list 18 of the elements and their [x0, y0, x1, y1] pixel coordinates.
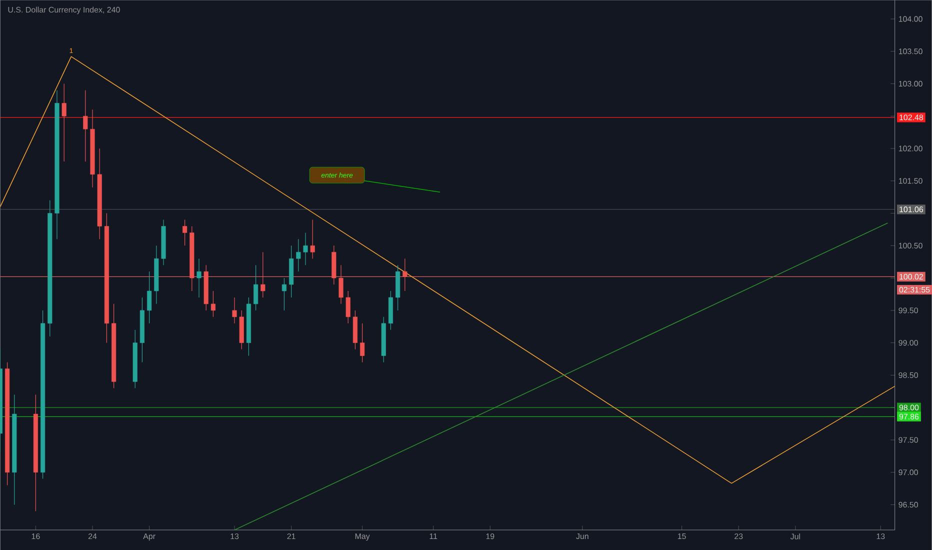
candlestick	[282, 278, 286, 311]
line-series	[0, 56, 895, 484]
candlestick	[338, 264, 344, 304]
candlestick	[303, 232, 308, 266]
candlestick	[310, 219, 315, 259]
candlestick	[210, 290, 216, 318]
candlestick	[360, 323, 365, 363]
candlestick	[232, 297, 237, 324]
candlestick	[346, 290, 350, 324]
candlestick	[260, 252, 266, 298]
candlestick	[254, 264, 258, 311]
candlestick	[83, 90, 88, 162]
candlestick	[182, 219, 188, 246]
candlestick	[62, 83, 66, 162]
candlestick	[402, 258, 408, 292]
candlestick	[296, 238, 301, 272]
candlestick	[147, 271, 152, 324]
candlestick	[196, 258, 202, 298]
